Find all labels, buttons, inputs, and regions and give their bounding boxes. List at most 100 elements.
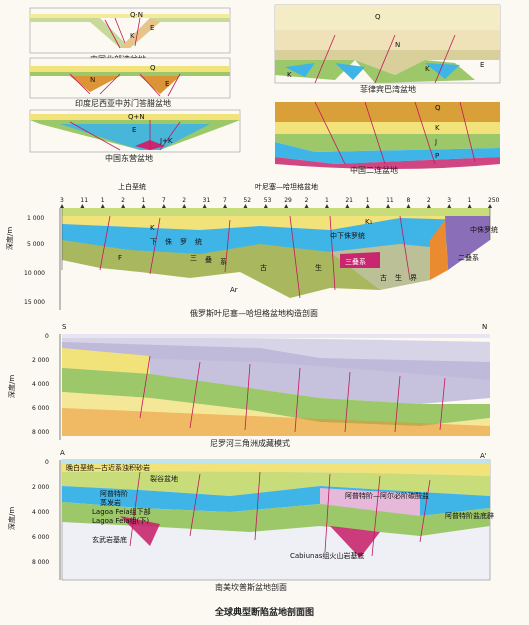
- philippine-caption: 菲律宾巴湾盆地: [360, 85, 416, 94]
- brazil-label-6: 玄武岩基底: [92, 535, 127, 544]
- russia-well-marker: [263, 204, 268, 208]
- erlian-q-label: Q: [435, 104, 441, 112]
- erlian-k-label: K: [435, 124, 440, 132]
- erlian-p-label: P: [435, 152, 439, 160]
- bohai-qn-label: Q·N: [130, 11, 143, 19]
- niger-caption: 尼罗河三角洲成藏模式: [210, 439, 290, 448]
- russia-side-label-1: 中侏罗统: [470, 225, 498, 234]
- main-title: 全球典型断陷盆地剖面图: [214, 608, 314, 618]
- russia-well-marker: [80, 204, 85, 208]
- russia-well-number: 8: [406, 197, 410, 204]
- russia-well-marker: [345, 204, 350, 208]
- russia-well-number: 53: [264, 197, 272, 204]
- russia-well-number: 2: [427, 197, 431, 204]
- bohai-section: Q·N E K 中国北部湾盆地: [29, 7, 231, 68]
- philippine-svg: Q N K K E: [274, 4, 501, 84]
- brazil-depth-6000: 6 000: [32, 534, 49, 541]
- bohai-layer-k: [120, 18, 160, 48]
- russia-well-marker: [365, 204, 370, 208]
- russia-depth-axis-label: 深度/m: [5, 227, 14, 250]
- russia-depth-10000: 10 000: [24, 270, 45, 277]
- brazil-end-a-prime: A': [480, 452, 487, 460]
- brazil-label-8: Cabiunas组火山岩基底: [290, 551, 364, 560]
- russia-well-number: 7: [162, 197, 166, 204]
- dongying-section: Q+N E J+K 中国东营盆地: [29, 109, 241, 170]
- bohai-e-label: E: [150, 24, 154, 32]
- philippine-k1-label: K: [287, 71, 292, 79]
- russia-top-label-1: 上白垩统: [118, 182, 146, 191]
- russia-well-number: 1: [142, 197, 146, 204]
- russia-well-marker: [141, 204, 146, 208]
- russia-inner-tong: 统: [195, 237, 202, 246]
- russia-inner-k: K: [150, 224, 155, 232]
- brazil-depth-4000: 4 000: [32, 509, 49, 516]
- bohai-layer-qn: [30, 14, 230, 18]
- russia-well-number: 3: [60, 197, 64, 204]
- philippine-e-label: E: [480, 61, 484, 69]
- niger-depth-axis-label: 深度/m: [7, 375, 16, 398]
- russia-well-number: 7: [223, 197, 227, 204]
- russia-well-marker: [161, 204, 166, 208]
- russia-inner-san: 三: [190, 254, 197, 262]
- niger-depth-0: 0: [45, 333, 49, 340]
- russia-well-number: 11: [80, 197, 88, 204]
- russia-inner-ar: Ar: [230, 286, 238, 294]
- brazil-label-7: 阿普特阶—阿尔必阶碳酸盐: [345, 491, 429, 500]
- russia-well-number: 2: [121, 197, 125, 204]
- niger-depth-8000: 8 000: [32, 429, 49, 436]
- russia-well-number: 31: [203, 197, 211, 204]
- russia-caption: 俄罗斯叶尼塞—哈坦格盆地构造剖面: [190, 309, 318, 318]
- niger-depth-4000: 4 000: [32, 381, 49, 388]
- brazil-depth-2000: 2 000: [32, 484, 49, 491]
- dongying-caption: 中国东营盆地: [105, 154, 153, 163]
- russia-well-marker: [304, 204, 309, 208]
- russia-well-marker: [223, 204, 228, 208]
- russia-section: 上白垩统 叶尼塞—哈坦格盆地 3 11 1 2 1 7 2 31 7 52 53 29 2 1 21 1 11 8…: [0, 180, 529, 320]
- russia-depth-15000: 15 000: [24, 299, 45, 306]
- brazil-caption: 南美坎普斯盆地剖面: [215, 583, 287, 592]
- russia-depth-5000: 5 000: [27, 241, 44, 248]
- russia-well-marker: [324, 204, 329, 208]
- russia-inner-xi: 系: [220, 257, 227, 266]
- brazil-label-9: 阿普特阶盐底辟: [445, 511, 494, 520]
- brazil-label-1: 阿普特阶: [100, 489, 128, 498]
- russia-inner-zxz: 中下侏罗统: [330, 231, 365, 240]
- russia-inner-xia: 下: [150, 238, 157, 246]
- russia-inner-jie: 界: [410, 274, 417, 282]
- brazil-depth-8000: 8 000: [32, 559, 49, 566]
- russia-well-marker: [488, 204, 492, 208]
- bohai-svg: Q·N E K: [29, 7, 231, 54]
- brazil-depth-axis-label: 深度/m: [7, 507, 16, 530]
- russia-inner-gu2: 古: [380, 273, 387, 282]
- russia-inner-zhu: 侏: [165, 237, 172, 246]
- russia-inner-die: 叠: [205, 256, 212, 264]
- russia-inner-k1: K₁: [365, 218, 373, 226]
- brazil-label-3: 裂谷盆地: [150, 474, 178, 483]
- dongying-qn-label: Q+N: [128, 113, 145, 121]
- brazil-label-4: Lagoa Feia组下部: [92, 507, 151, 516]
- erlian-j-label: J: [434, 138, 437, 146]
- dongying-e-label: E: [132, 126, 136, 134]
- russia-well-number: 1: [325, 197, 329, 204]
- russia-well-number: 1: [101, 197, 105, 204]
- dongying-jk-label: J+K: [159, 137, 173, 145]
- russia-well-number: 1: [366, 197, 370, 204]
- erlian-caption: 中国二连盆地: [350, 166, 398, 175]
- russia-inner-gu: 古: [260, 263, 267, 272]
- russia-inner-f: F: [118, 254, 122, 262]
- niger-depth-6000: 6 000: [32, 405, 49, 412]
- russia-well-number: 52: [243, 197, 251, 204]
- brazil-section: A A' 0 2 000 4 000 6 000 8 000 深度/m 晚白垩统…: [0, 446, 529, 596]
- russia-well-number: 29: [284, 197, 292, 204]
- philippine-k2-label: K: [425, 65, 430, 73]
- russia-top-label-2: 叶尼塞—哈坦格盆地: [255, 182, 318, 191]
- cinoba-svg: Q N E: [29, 57, 231, 99]
- cinoba-caption: 印度尼西亚中苏门答腊盆地: [75, 99, 171, 108]
- niger-end-n: N: [482, 323, 487, 331]
- russia-well-numbers: 3 11 1 2 1 7 2 31 7 52 53 29 2 1 21 1 11 8 2 3 1 250: [60, 197, 500, 208]
- niger-section: S N 0 2 000 4 000 6 000 8 000 深度/m 尼罗河三角…: [0, 318, 529, 453]
- brazil-depth-0: 0: [45, 459, 49, 466]
- cinoba-n-label: N: [90, 76, 95, 84]
- russia-well-marker: [406, 204, 411, 208]
- niger-svg: S N 0 2 000 4 000 6 000 8 000 深度/m: [7, 323, 490, 440]
